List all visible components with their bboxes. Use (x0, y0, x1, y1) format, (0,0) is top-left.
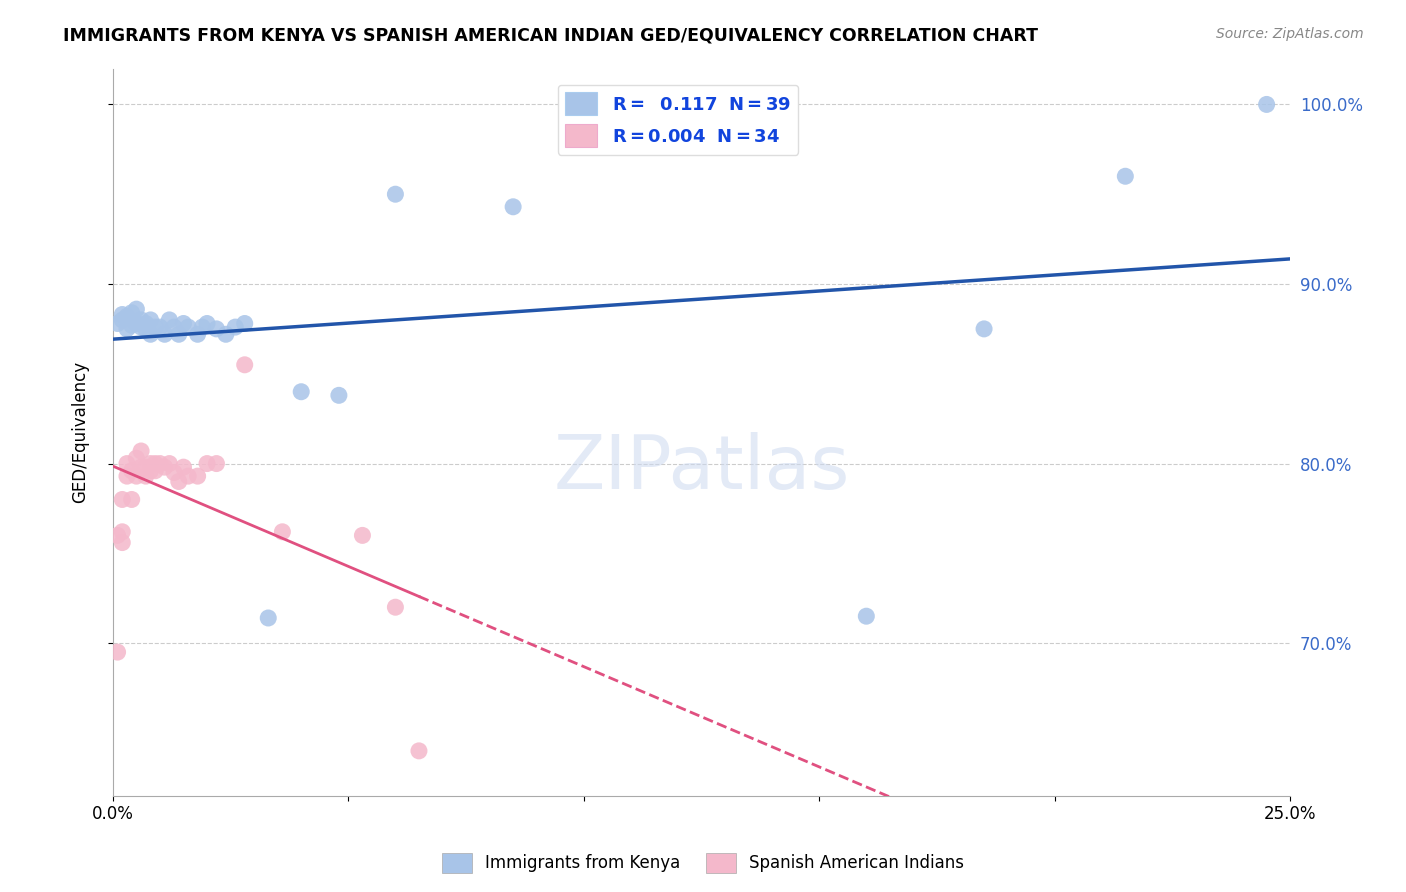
Point (129, 444, 152, 458)
Point (157, 457, 180, 471)
Point (121, 464, 143, 478)
Point (187, 469, 209, 483)
Point (153, 460, 176, 475)
Point (135, 317, 157, 331)
Point (195, 457, 218, 471)
Point (111, 524, 134, 539)
Point (855, 609, 877, 624)
Point (233, 317, 256, 331)
Point (143, 457, 166, 471)
Point (187, 327, 209, 342)
Point (167, 475, 190, 489)
Point (139, 464, 162, 478)
Point (143, 464, 166, 478)
Point (205, 322, 228, 336)
Point (352, 528, 374, 542)
Point (129, 320, 152, 334)
Point (149, 457, 172, 471)
Point (111, 535, 134, 549)
Point (111, 492, 134, 507)
Point (177, 320, 200, 334)
Point (271, 524, 294, 539)
Point (973, 322, 995, 336)
Point (115, 322, 138, 336)
Point (125, 451, 148, 466)
Point (205, 457, 228, 471)
Point (167, 327, 190, 342)
Point (125, 469, 148, 483)
Point (328, 388, 350, 402)
Point (173, 460, 195, 475)
Point (163, 466, 186, 480)
Text: Source: ZipAtlas.com: Source: ZipAtlas.com (1216, 27, 1364, 41)
Point (177, 469, 200, 483)
Point (290, 384, 312, 399)
Point (121, 306, 143, 320)
Point (384, 187, 406, 202)
Legend: Immigrants from Kenya, Spanish American Indians: Immigrants from Kenya, Spanish American … (436, 847, 970, 880)
Point (157, 313, 180, 327)
Point (195, 317, 218, 331)
Point (139, 313, 162, 327)
Point (115, 457, 138, 471)
Point (173, 317, 195, 331)
Point (129, 313, 152, 327)
Text: ZIPatlas: ZIPatlas (554, 432, 849, 505)
Point (191, 320, 214, 334)
Point (107, 317, 129, 331)
Text: IMMIGRANTS FROM KENYA VS SPANISH AMERICAN INDIAN GED/EQUIVALENCY CORRELATION CHA: IMMIGRANTS FROM KENYA VS SPANISH AMERICA… (63, 27, 1038, 45)
Point (139, 457, 162, 471)
Point (149, 320, 172, 334)
Point (121, 492, 143, 507)
Y-axis label: GED/Equivalency: GED/Equivalency (72, 361, 89, 503)
Point (257, 611, 280, 625)
Point (115, 469, 138, 483)
Point (233, 358, 256, 372)
Point (111, 313, 134, 327)
Point (111, 308, 134, 322)
Point (1114, 169, 1136, 184)
Point (107, 645, 129, 659)
Point (135, 322, 157, 336)
Point (121, 318, 143, 333)
Point (384, 600, 406, 615)
Point (502, 200, 524, 214)
Point (129, 460, 152, 475)
Point (135, 460, 157, 475)
Point (408, 744, 430, 758)
Point (135, 469, 157, 483)
Point (125, 317, 148, 331)
Point (224, 320, 246, 334)
Point (215, 327, 238, 342)
Point (115, 310, 138, 324)
Legend: $\mathbf{R =\ \ 0.117\ \ N = 39}$, $\mathbf{R = 0.004\ \ N = 34}$: $\mathbf{R =\ \ 0.117\ \ N = 39}$, $\mat… (558, 85, 799, 154)
Point (1256, 97, 1278, 112)
Point (107, 528, 129, 542)
Point (125, 302, 148, 317)
Point (163, 320, 186, 334)
Point (139, 327, 162, 342)
Point (143, 320, 166, 334)
Point (153, 327, 176, 342)
